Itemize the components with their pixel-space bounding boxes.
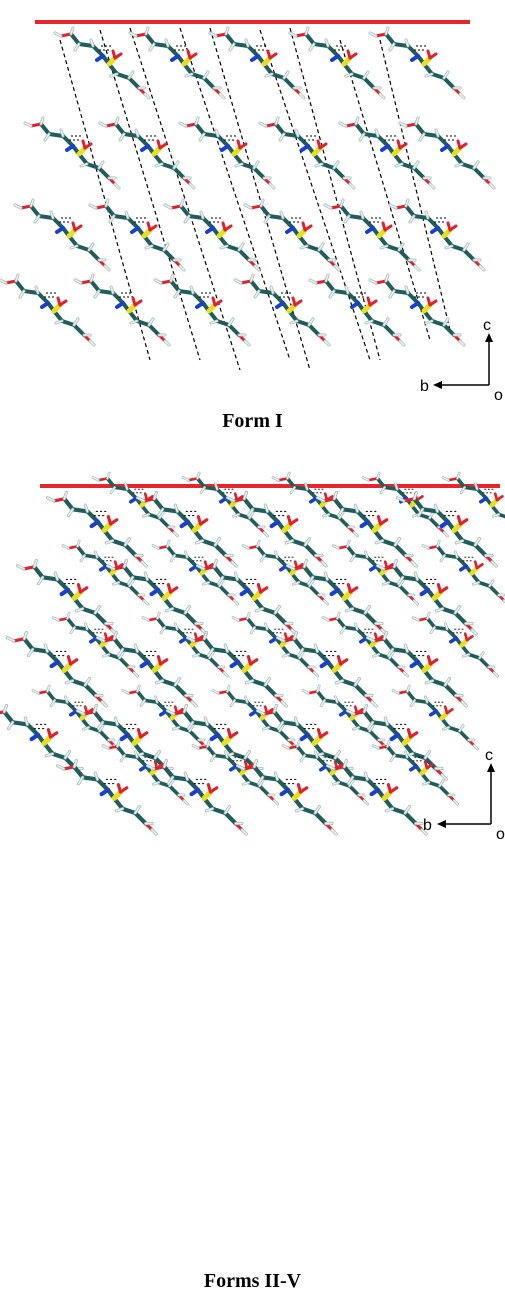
form-i-molecule [73,273,171,347]
form-i-molecule [208,26,306,100]
forms-ii-v-molecule [75,703,178,781]
forms-ii-v-molecule [371,739,459,806]
forms-ii-v-molecule [165,703,268,781]
form-i-dashed-line [259,29,371,361]
form-i-molecule [323,198,421,272]
form-i-molecule [368,26,466,100]
forms-ii-v-molecule [345,703,448,781]
forms-ii-v-molecule [325,758,428,836]
forms-ii-v-molecule [375,558,478,636]
forms-ii-v-axis-origin-label: o [496,826,505,843]
forms-ii-v-molecule [391,684,479,751]
forms-ii-v-molecule [365,630,468,708]
forms-ii-v-molecule [241,539,329,606]
forms-ii-v-caption: Forms II-V [203,1270,302,1292]
forms-ii-v-molecule [55,758,158,836]
form-i-crystal-packing-diagram: c b o [0,20,503,404]
forms-ii-v-molecule [195,558,298,636]
forms-ii-v-molecule [101,739,189,806]
form-i-dashed-guide-lines [59,27,451,371]
form-i-molecule [128,26,226,100]
forms-ii-v-molecule [191,739,279,806]
forms-ii-v-molecule [235,758,338,836]
forms-ii-v-molecule [181,471,269,538]
form-i-dashed-line [379,39,451,331]
forms-ii-v-molecule [301,684,389,751]
form-i-dashed-line [209,27,311,371]
form-i-molecule [308,273,406,347]
form-i-molecule [388,198,486,272]
form-i-molecule [338,116,436,190]
forms-ii-v-molecule [91,471,179,538]
forms-ii-v-axis-indicator: c b o [423,747,505,843]
forms-ii-v-molecule [51,611,139,678]
forms-ii-v-molecule [95,630,198,708]
form-i-dashed-line [179,27,291,361]
form-i-molecule [368,273,466,347]
form-i-molecule [233,273,331,347]
forms-ii-v-molecule [105,558,208,636]
forms-ii-v-molecule [135,490,238,568]
form-i-axis-origin-label: o [494,387,503,404]
forms-ii-v-molecule [5,630,108,708]
form-i-dashed-line [129,27,241,371]
forms-ii-v-axis-b-label: b [423,817,432,834]
form-i-molecule [398,116,496,190]
form-i-molecule [258,116,356,190]
forms-ii-v-molecule [0,703,88,781]
form-i-molecule [23,116,121,190]
forms-ii-v-molecule [141,611,229,678]
forms-ii-v-crystal-packing-diagram: c b o [0,471,505,843]
form-i-caption: Form I [222,410,283,432]
forms-ii-v-molecule [395,490,498,568]
forms-ii-v-molecule [281,739,369,806]
form-i-molecule-array [0,26,496,347]
form-i-dashed-line [289,27,381,361]
forms-ii-v-molecule [185,630,288,708]
form-i-panel: c b o Form I [0,0,505,432]
form-i-axis-b-label: b [420,378,429,395]
form-i-dashed-line [339,39,431,341]
form-i-molecule [88,198,186,272]
form-i-molecule [13,198,111,272]
forms-ii-v-axis-c-label: c [485,747,493,764]
form-i-dashed-line [99,29,201,361]
forms-ii-v-molecule [315,490,418,568]
form-i-molecule [153,273,251,347]
forms-ii-v-molecule [45,490,148,568]
forms-ii-v-molecule [421,539,505,604]
form-i-molecule [0,273,96,347]
forms-ii-v-panel: c b o Forms II-V [0,432,505,1292]
form-i-axis-indicator: c b o [420,317,503,404]
form-i-molecule [178,116,276,190]
form-i-molecule [98,116,196,190]
form-i-molecule [53,26,151,100]
forms-ii-v-molecule [211,684,299,751]
forms-ii-v-molecule [441,471,505,519]
forms-ii-v-molecule [15,558,118,636]
forms-ii-v-molecule [225,490,328,568]
forms-ii-v-molecule [285,558,388,636]
forms-ii-v-molecule [275,630,378,708]
form-i-molecule [243,198,341,272]
form-i-axis-c-label: c [483,317,491,334]
forms-ii-v-molecule [145,758,248,836]
forms-ii-v-molecule [331,539,419,606]
form-i-molecule [288,26,386,100]
form-i-molecule [163,198,261,272]
forms-ii-v-molecule [411,611,499,678]
forms-ii-v-molecule-array [0,471,505,836]
